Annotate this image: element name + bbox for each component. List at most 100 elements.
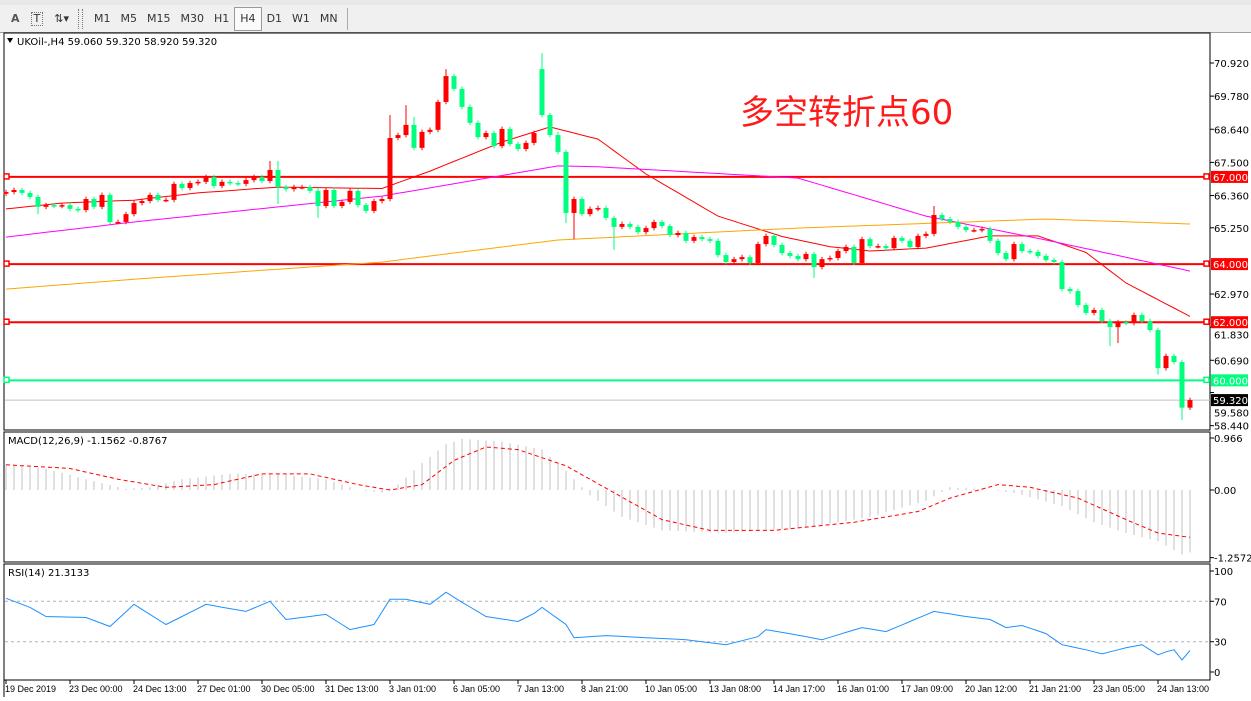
candle-body [267,169,273,181]
price-axis-label: 60.690 [1214,356,1249,367]
text-label-tool-icon[interactable]: T [30,11,44,26]
level-price-badge [1211,258,1248,271]
price-axis-label: 62.970 [1214,290,1249,301]
candlestick [259,174,265,184]
candlestick [539,53,545,118]
candlestick [299,184,305,190]
candlestick [323,187,329,209]
candle-body [547,115,553,136]
candlestick [595,205,601,212]
candlestick [883,243,889,251]
time-axis-label: 20 Jan 12:00 [965,684,1017,694]
timeframe-m1-button[interactable]: M1 [94,12,111,25]
candle-body [259,176,265,181]
candle-body [651,221,657,229]
timeframe-h1-button[interactable]: H1 [214,12,230,25]
candle-body [515,144,521,150]
candlestick [371,198,377,214]
candle-body [1051,260,1057,263]
level-handle-left [3,173,10,180]
candlestick [1139,312,1145,324]
candle-body [355,190,361,206]
moving-average-line [5,126,1191,317]
candle-body [1099,310,1105,322]
timeframe-d1-button[interactable]: D1 [266,12,283,25]
level-price-label: 60.000 [1213,376,1248,387]
rsi-line [5,591,1191,661]
candlestick [659,219,665,229]
candlestick [243,177,249,187]
price-axis-label: 68.640 [1214,125,1249,136]
candle-body [635,226,641,233]
candle-body [475,122,481,138]
candle-body [123,214,129,222]
candlestick [555,131,561,155]
candle-body [3,192,9,194]
candlestick [579,196,585,217]
candle-body [979,228,985,231]
candlestick [467,104,473,126]
candlestick [499,126,505,149]
timeframe-m15-button[interactable]: M15 [147,12,171,25]
candlestick [923,231,929,239]
timeframe-w1-button[interactable]: W1 [292,12,310,25]
candle-body [619,223,625,227]
candlestick [795,253,801,262]
candle-body [667,226,673,236]
candle-body [915,235,921,247]
candlestick [251,174,257,183]
candle-body [307,187,313,191]
candlestick [819,256,825,270]
candlestick [219,179,225,189]
timeframe-h4-button[interactable]: H4 [234,6,262,31]
arrows-tool-icon[interactable]: ⇅▾ [54,12,69,25]
candlestick [547,112,553,138]
candle-body [851,246,857,263]
candle-body [827,257,833,260]
candlestick [571,196,577,240]
candle-body [1003,253,1009,260]
candlestick [939,212,945,222]
current-price-label: 59.320 [1213,396,1248,407]
candlestick [99,192,105,210]
candle-body [507,128,513,145]
candlestick [523,140,529,152]
text-tool-icon[interactable]: A [11,12,20,25]
candle-body [275,169,281,188]
candle-body [75,208,81,211]
time-axis-label: 10 Jan 05:00 [645,684,697,694]
candlestick [675,230,681,238]
candle-body [427,129,433,132]
price-axis-label: 66.360 [1214,192,1249,203]
candle-body [51,205,57,207]
candle-body [683,233,689,241]
candlestick [1099,307,1105,324]
candlestick [155,192,161,203]
time-axis-label: 14 Jan 17:00 [773,684,825,694]
candle-body [867,239,873,247]
timeframe-mn-button[interactable]: MN [319,12,338,25]
toolbar-grip[interactable] [78,8,83,29]
candle-body [883,246,889,249]
candle-body [699,237,705,240]
candle-body [931,214,937,234]
candlestick [427,127,433,135]
candlestick [1171,353,1177,365]
timeframe-m5-button[interactable]: M5 [120,12,138,25]
candlestick [395,132,401,141]
candlestick [715,238,721,258]
timeframe-m30-button[interactable]: M30 [180,12,205,25]
candle-body [451,76,457,89]
candlestick [731,256,737,265]
macd-axis-label: 0.966 [1214,434,1243,445]
candlestick [1163,353,1169,371]
collapse-triangle-icon[interactable] [7,38,13,43]
candle-body [875,246,881,248]
moving-average-line [5,218,1191,290]
candle-body [131,203,137,215]
candle-body [83,199,89,211]
candle-body [907,240,913,247]
candlestick [27,190,33,200]
candlestick [347,188,353,205]
